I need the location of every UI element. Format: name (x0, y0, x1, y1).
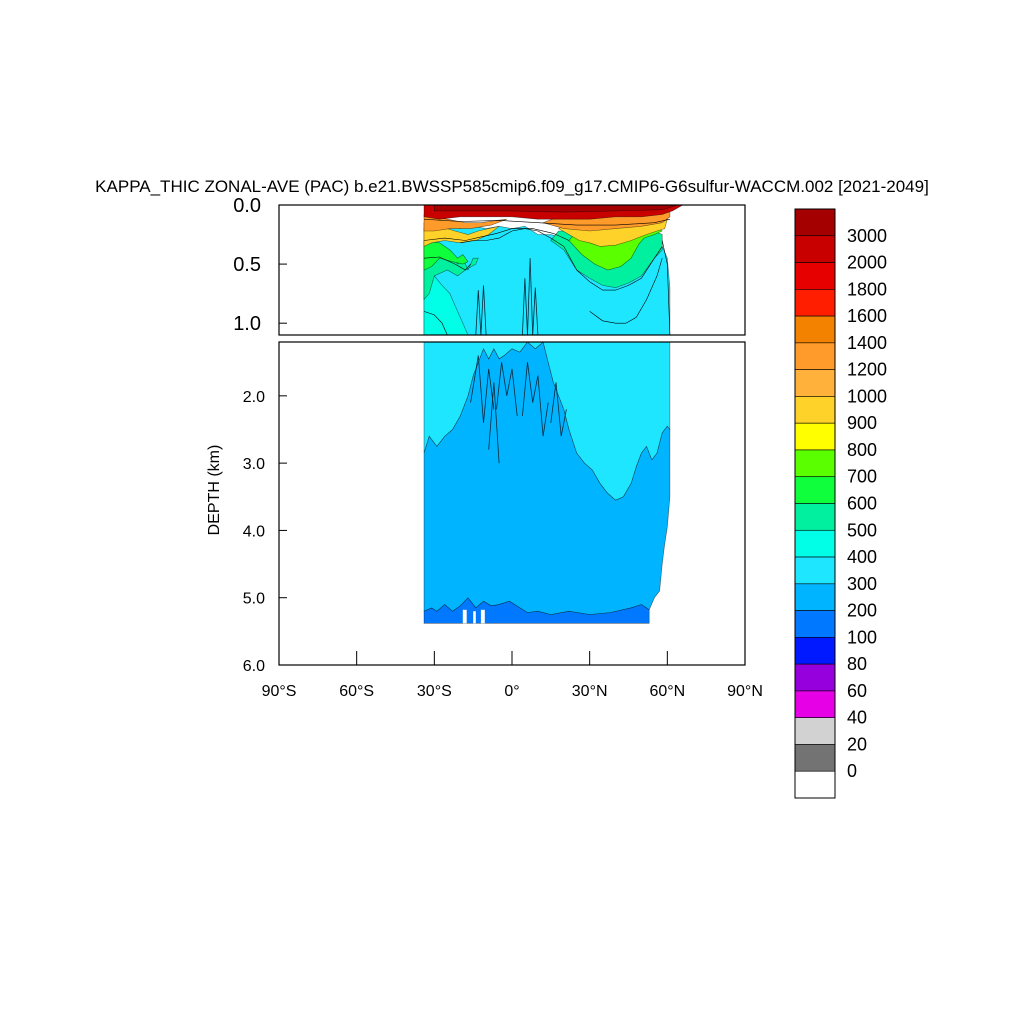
colorbar-swatch (794, 342, 836, 370)
contour-upper-5-upper (423, 256, 471, 271)
upper-panel: 0.0 0.5 1.0 (233, 195, 746, 336)
colorbar-swatch (794, 503, 836, 531)
colorbar-swatch (794, 289, 836, 317)
spike-d-upper (527, 258, 534, 335)
colorbar-label: 20 (847, 734, 867, 754)
x-tick-label: 30°S (417, 683, 452, 700)
colorbar-label: 1600 (847, 306, 887, 326)
upper-contour-layer (423, 218, 671, 335)
colorbar-swatch (794, 556, 836, 585)
lower-y-tick-label: 5.0 (243, 591, 265, 608)
upper-panel-frame (278, 204, 746, 336)
colorbar-label: 800 (847, 440, 877, 460)
lower-contour-layer (424, 342, 670, 464)
colorbar-swatch (794, 208, 836, 237)
lower-y-tick-label: 4.0 (243, 523, 265, 540)
x-axis: 90°S 60°S 30°S 0° 30°N 60°N 90°N (262, 651, 763, 700)
spike-f-lower (470, 355, 495, 423)
colorbar: 3000200018001600140012001000900800700600… (794, 208, 887, 799)
green-band-south-upper (423, 240, 469, 271)
contour-upper-1-upper (460, 228, 663, 291)
colorbar-swatch (794, 476, 836, 504)
colorbar-label: 400 (847, 547, 877, 567)
colorbar-swatch (794, 449, 836, 478)
lower-y-tick-label: 2.0 (243, 389, 265, 406)
colorbar-frame (794, 208, 836, 799)
lower-y-axis: 2.0 3.0 4.0 5.0 6.0 (243, 389, 287, 675)
upper-y-tick-label: 1.0 (233, 313, 261, 335)
colorbar-swatch (794, 717, 836, 745)
x-tick-label: 60°S (339, 683, 374, 700)
surface-dark-red-upper (433, 205, 678, 213)
spike-g-lower (496, 362, 518, 417)
spike-i-lower (488, 382, 500, 464)
colorbar-swatch (794, 610, 836, 638)
lower-y-tick-label: 3.0 (243, 456, 265, 473)
colorbar-label: 3000 (847, 226, 887, 246)
contour-north-edge-upper (661, 240, 671, 335)
colorbar-label: 500 (847, 520, 877, 540)
colorbar-label: 900 (847, 413, 877, 433)
colorbar-label: 60 (847, 681, 867, 701)
contour-south-1-upper (423, 311, 448, 335)
colorbar-swatch (794, 262, 836, 290)
lower-y-tick-label: 6.0 (243, 658, 265, 675)
colorbar-label: 100 (847, 627, 877, 647)
x-tick-label: 90°S (262, 683, 297, 700)
contour-upper-3-upper (423, 218, 670, 226)
plot-title: KAPPA_THIC ZONAL-AVE (PAC) b.e21.BWSSP58… (95, 177, 929, 196)
contour-upper-2-upper (589, 258, 663, 324)
colorbar-label: 600 (847, 494, 877, 514)
colorbar-swatch (794, 663, 836, 692)
colorbar-label: 1800 (847, 279, 887, 299)
colorbar-swatch (794, 690, 836, 718)
upper-y-axis: 0.0 0.5 1.0 (233, 195, 287, 335)
colorbar-swatch (794, 744, 836, 772)
bottom-gap-2 (473, 611, 476, 624)
colorbar-label: 300 (847, 574, 877, 594)
colorbar-label: 0 (847, 761, 857, 781)
intermediate-water-lower (423, 342, 671, 501)
spike-e-upper (532, 287, 539, 335)
colorbar-swatch (794, 315, 836, 344)
spike-b-upper (480, 285, 487, 335)
colorbar-label: 1000 (847, 386, 887, 406)
bottom-gap-1 (462, 609, 467, 624)
x-tick-label: 60°N (649, 683, 685, 700)
colorbar-swatch (794, 529, 836, 558)
colorbar-swatch (794, 235, 836, 263)
colorbar-label: 1400 (847, 333, 887, 353)
spike-h-lower (522, 362, 549, 437)
x-tick-label: 90°N (727, 683, 763, 700)
upper-y-tick-label: 0.0 (233, 195, 261, 217)
colorbar-swatch (794, 583, 836, 611)
colorbar-label: 700 (847, 467, 877, 487)
colorbar-label: 40 (847, 708, 867, 728)
upper-fill-layer (423, 205, 684, 335)
colorbar-label: 80 (847, 654, 867, 674)
contour-upper-4-upper (423, 228, 570, 241)
colorbar-label: 1200 (847, 360, 887, 380)
upper-y-tick-label: 0.5 (233, 254, 261, 276)
lower-fill-layer (423, 342, 683, 624)
colorbar-swatch (794, 422, 836, 451)
spike-a-upper (475, 290, 482, 335)
lower-panel: 2.03.04.05.06.0 90°S 60°S 30°S 0° 30°N 60°N 90… (243, 341, 763, 700)
bottom-gap-3 (480, 609, 485, 624)
colorbar-swatch (794, 369, 836, 397)
spike-j-lower (550, 382, 567, 437)
y-axis-label: DEPTH (km) (206, 445, 223, 536)
x-tick-label: 30°N (572, 683, 608, 700)
x-tick-label: 0° (504, 683, 519, 700)
colorbar-label: 2000 (847, 253, 887, 273)
colorbar-swatch (794, 637, 836, 665)
colorbar-swatch (794, 396, 836, 424)
spike-c-upper (522, 278, 528, 335)
colorbar-label: 200 (847, 601, 877, 621)
colorbar-swatch (794, 770, 836, 799)
